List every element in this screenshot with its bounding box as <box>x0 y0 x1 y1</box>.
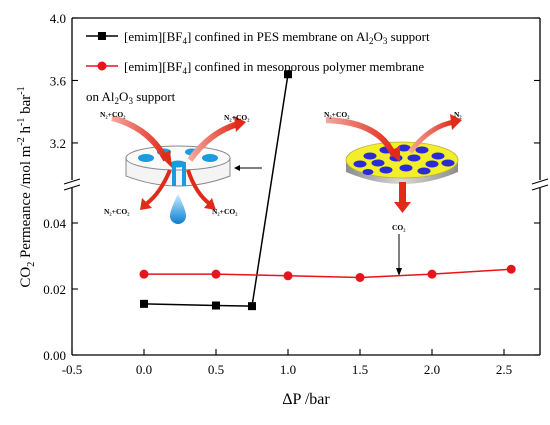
x-axis-ticks: -0.5 0.0 0.5 1.0 1.5 2.0 2.5 <box>62 349 512 377</box>
data-point <box>283 271 293 281</box>
data-point <box>211 269 221 279</box>
inset-right-label-in: N₂+CO₂ <box>324 110 350 119</box>
data-point <box>139 269 149 279</box>
data-point <box>284 70 292 79</box>
inset-right-label-out: N₂ <box>454 110 462 119</box>
y-tick-label: 4.0 <box>50 11 66 26</box>
inset-mesoporous-membrane: N₂+CO₂ N₂ CO₂ <box>324 110 462 276</box>
data-point <box>506 264 516 274</box>
x-axis-title: ΔP /bar <box>282 391 330 408</box>
data-point <box>140 299 148 308</box>
axis-break-left <box>63 178 81 191</box>
legend: [emim][BF4] confined in PES membrane on … <box>86 29 430 106</box>
y-tick-label: 0.04 <box>43 216 66 231</box>
x-tick-label: -0.5 <box>62 362 83 377</box>
x-tick-label: 0.0 <box>136 362 152 377</box>
data-point <box>427 269 437 279</box>
y-tick-label: 0.02 <box>43 282 66 297</box>
y-axis-ticks: 0.00 0.02 0.04 3.2 3.6 4.0 <box>43 11 540 363</box>
series-line-0 <box>143 74 289 307</box>
y-tick-label: 3.6 <box>50 73 67 88</box>
y-tick-label: 0.00 <box>43 348 66 363</box>
series-line-1 <box>144 268 512 279</box>
inset-pes-membrane: N₂+CO₂ N₂+CO₂ N₂+CO₂ N₂+CO₂ <box>100 110 262 224</box>
inset-left-label-bottom-right: N₂+CO₂ <box>212 207 238 216</box>
legend-continuation: on Al2O3 support <box>86 89 176 106</box>
legend-entry-pes: [emim][BF4] confined in PES membrane on … <box>86 29 430 46</box>
data-point <box>212 301 220 310</box>
x-tick-label: 0.5 <box>208 362 224 377</box>
inset-right-label-bottom: CO₂ <box>392 223 406 232</box>
data-point <box>248 302 256 311</box>
axis-break-right <box>531 178 549 191</box>
y-axis-title: CO2 Permeance /mol m-2 h-1 bar-1 <box>16 86 37 287</box>
y-tick-label: 3.2 <box>50 136 66 151</box>
x-tick-label: 2.0 <box>424 362 440 377</box>
legend-label-mesoporous: [emim][BF4] confined in mesoporous polym… <box>124 59 424 76</box>
x-tick-label: 1.0 <box>280 362 296 377</box>
inset-left-label-bottom-left: N₂+CO₂ <box>104 207 130 216</box>
legend-entry-mesoporous: [emim][BF4] confined in mesoporous polym… <box>86 59 424 76</box>
data-point <box>355 272 365 282</box>
legend-label-pes: [emim][BF4] confined in PES membrane on … <box>124 29 430 46</box>
inset-left-label-in: N₂+CO₂ <box>100 110 126 119</box>
inset-left-label-out: N₂+CO₂ <box>224 113 250 122</box>
x-tick-label: 1.5 <box>352 362 368 377</box>
x-tick-label: 2.5 <box>496 362 512 377</box>
series-layer <box>139 70 516 311</box>
